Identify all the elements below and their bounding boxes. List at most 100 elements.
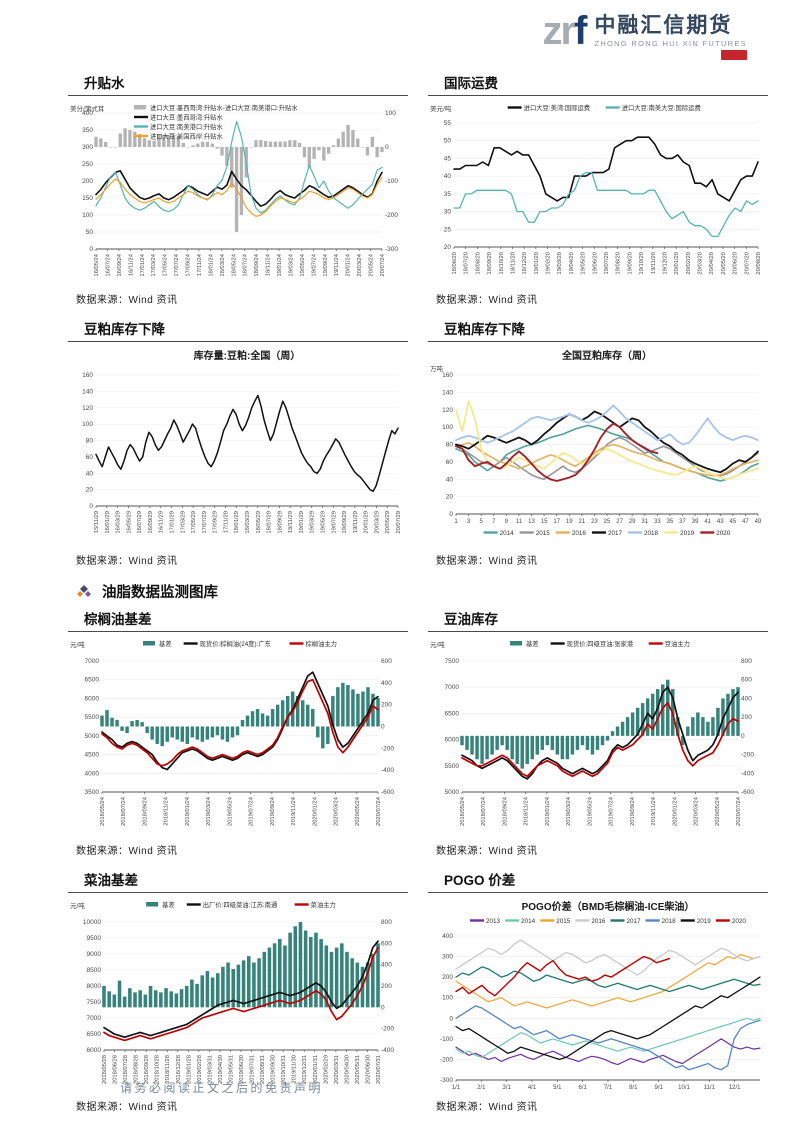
data-source: 数据来源：Wind 资讯: [436, 295, 538, 306]
svg-text:19/07/20: 19/07/20: [604, 252, 610, 275]
svg-text:20/03/20: 20/03/20: [698, 252, 704, 275]
svg-text:17/05/24: 17/05/24: [163, 253, 169, 276]
svg-text:2019/03/31: 2019/03/31: [207, 1055, 213, 1084]
svg-text:9500: 9500: [87, 935, 102, 942]
svg-text:18/05/29: 18/05/29: [256, 511, 262, 534]
svg-text:300: 300: [82, 144, 93, 151]
svg-text:9000: 9000: [87, 951, 102, 958]
svg-text:0: 0: [381, 1004, 385, 1011]
svg-text:-200: -200: [385, 212, 398, 219]
svg-text:18/10/20: 18/10/20: [499, 252, 505, 275]
svg-text:120: 120: [82, 405, 93, 412]
data-source: 数据来源：Wind 资讯: [436, 556, 538, 567]
svg-text:150: 150: [82, 195, 93, 202]
svg-text:100: 100: [82, 421, 93, 428]
svg-text:2019: 2019: [697, 918, 712, 925]
svg-text:16/09/29: 16/09/29: [148, 511, 154, 534]
svg-text:17/07/24: 17/07/24: [174, 253, 180, 276]
svg-text:2015: 2015: [556, 918, 571, 925]
svg-text:300: 300: [442, 954, 453, 961]
svg-text:19/03/20: 19/03/20: [557, 252, 563, 275]
svg-text:15/11/29: 15/11/29: [94, 511, 100, 533]
svg-text:20/02/20: 20/02/20: [686, 252, 692, 275]
svg-text:19/08/20: 19/08/20: [616, 252, 622, 275]
svg-text:5/1: 5/1: [553, 1085, 562, 1091]
svg-text:20: 20: [86, 487, 94, 494]
svg-text:400: 400: [82, 110, 93, 117]
svg-text:9/1: 9/1: [654, 1085, 663, 1091]
svg-text:18/03/24: 18/03/24: [220, 253, 226, 276]
svg-text:2019/09/24: 2019/09/24: [270, 796, 276, 826]
section-soyoil-basis: 豆油库存 5000 5500 6000 6500 7000 7500 -600 -400 -20…: [428, 606, 768, 865]
svg-text:17: 17: [553, 519, 560, 525]
svg-text:17/11/29: 17/11/29: [223, 511, 229, 533]
svg-text:2018/09/24: 2018/09/24: [502, 796, 508, 826]
svg-text:20/05/29: 20/05/29: [385, 511, 391, 534]
svg-text:全国豆粕库存（周）: 全国豆粕库存（周）: [561, 349, 652, 362]
svg-text:9: 9: [505, 519, 509, 525]
svg-text:19: 19: [566, 519, 573, 525]
section-title: 豆粕库存下降: [428, 316, 768, 342]
svg-text:4/1: 4/1: [528, 1085, 537, 1091]
svg-text:400: 400: [442, 933, 453, 940]
svg-text:2016: 2016: [572, 530, 587, 537]
chart-grid: 升贴水 0 50 100 150 200 250 300 350 400 -300 -200 -100…: [68, 70, 768, 1121]
svg-text:2016: 2016: [591, 918, 606, 925]
svg-text:-100: -100: [440, 1036, 453, 1043]
svg-text:16/05/29: 16/05/29: [126, 511, 132, 534]
svg-text:11/1: 11/1: [704, 1085, 716, 1091]
svg-text:0: 0: [741, 733, 745, 740]
chart-pogo-spread: -300 -200 -100 0 100 200 300 400 1/1 2/1 3/1 4/1 5/1…: [440, 900, 761, 1091]
data-source: 数据来源：Wind 资讯: [76, 556, 178, 567]
svg-text:17/09/24: 17/09/24: [186, 253, 192, 276]
svg-text:5000: 5000: [85, 733, 100, 740]
section-title: 豆粕库存下降: [68, 316, 408, 342]
company-logo: zrf 中融汇信期货 ZHONG RONG HUI XIN FUTURES: [543, 11, 747, 61]
svg-text:5500: 5500: [85, 714, 100, 721]
svg-text:6000: 6000: [445, 737, 460, 744]
svg-text:4000: 4000: [85, 770, 100, 777]
svg-text:18/08/20: 18/08/20: [475, 252, 481, 275]
section-title: POGO 价差: [428, 867, 768, 893]
svg-text:3: 3: [467, 519, 471, 525]
svg-text:20/07/29: 20/07/29: [396, 511, 402, 534]
svg-text:18/11/20: 18/11/20: [510, 252, 516, 274]
svg-text:8500: 8500: [87, 967, 102, 974]
svg-text:19/11/29: 19/11/29: [353, 511, 359, 533]
svg-text:27: 27: [616, 519, 623, 525]
svg-text:7500: 7500: [87, 999, 102, 1006]
svg-text:4500: 4500: [85, 752, 100, 759]
svg-text:19/07/24: 19/07/24: [311, 253, 317, 276]
svg-text:进口大豆:美国西岸:升贴水: 进口大豆:美国西岸:升贴水: [150, 132, 223, 141]
svg-text:19/03/29: 19/03/29: [310, 511, 316, 534]
svg-text:55: 55: [444, 120, 452, 127]
svg-text:19/04/20: 19/04/20: [569, 252, 575, 275]
svg-text:8000: 8000: [87, 983, 102, 990]
svg-text:35: 35: [444, 191, 452, 198]
svg-text:2019/01/28: 2019/01/28: [186, 1055, 192, 1084]
svg-text:80: 80: [86, 438, 94, 445]
svg-text:万吨: 万吨: [430, 364, 444, 373]
svg-text:0: 0: [89, 246, 93, 253]
svg-text:基差: 基差: [162, 900, 175, 909]
svg-text:120: 120: [442, 407, 453, 414]
svg-text:2020/03/24: 2020/03/24: [334, 796, 340, 826]
svg-text:600: 600: [381, 658, 392, 665]
svg-text:25: 25: [444, 226, 452, 233]
svg-text:-200: -200: [381, 745, 394, 752]
section-pogo-spread: POGO 价差 -300 -200 -100 0 100 200 300 400 1/1 2/1 3…: [428, 867, 768, 1121]
svg-text:1: 1: [454, 519, 458, 525]
svg-text:2020/01/24: 2020/01/24: [312, 796, 318, 826]
svg-text:0: 0: [449, 1015, 453, 1022]
svg-text:2019/11/30: 2019/11/30: [292, 1055, 298, 1084]
svg-text:-200: -200: [381, 1026, 394, 1033]
svg-text:16/07/24: 16/07/24: [105, 253, 111, 276]
disclaimer-footer: 请务必阅读正文之后的免责声明: [120, 1081, 324, 1095]
section-freight: 国际运费 20 25 30 35 40 45 50 55 18/06/20 18/07/20 18/…: [428, 70, 768, 314]
data-source: 数据来源：Wind 资讯: [436, 846, 538, 857]
svg-text:20/04/20: 20/04/20: [709, 252, 715, 275]
svg-text:0: 0: [385, 144, 389, 151]
svg-text:17/07/29: 17/07/29: [202, 511, 208, 534]
svg-text:2020: 2020: [732, 918, 747, 925]
data-source: 数据来源：Wind 资讯: [76, 846, 178, 857]
